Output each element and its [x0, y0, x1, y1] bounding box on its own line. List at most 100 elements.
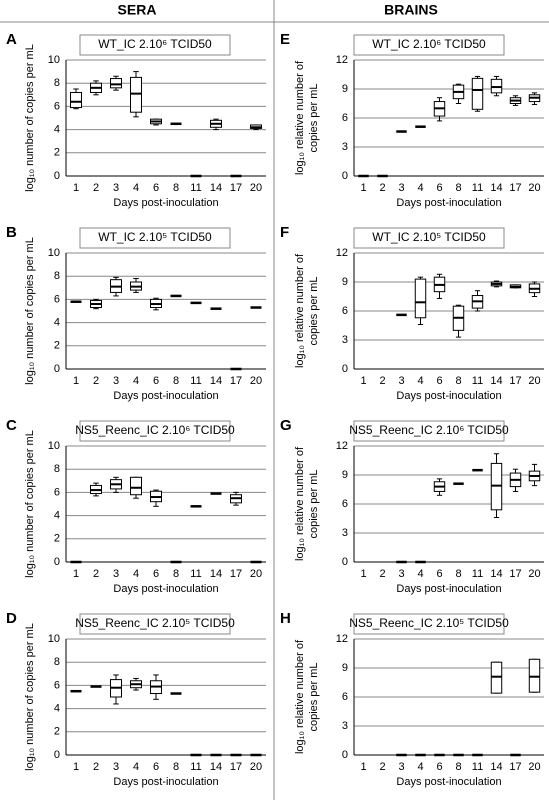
- x-tick-label: 14: [490, 375, 502, 387]
- x-tick-label: 4: [417, 568, 423, 580]
- y-axis-label: log₁₀ number of copies per mL: [24, 237, 36, 385]
- x-tick-label: 1: [73, 182, 79, 194]
- panel-title: NS5_Reenc_IC 2.10⁵ TCID50: [75, 616, 235, 630]
- y-tick-label: 6: [342, 691, 348, 703]
- x-tick-label: 14: [490, 568, 502, 580]
- y-tick-label: 2: [54, 340, 60, 352]
- x-axis-label: Days post-inoculation: [113, 197, 218, 209]
- x-tick-label: 2: [93, 568, 99, 580]
- x-tick-label: 20: [528, 761, 540, 773]
- x-tick-label: 1: [360, 182, 366, 194]
- x-tick-label: 20: [528, 182, 540, 194]
- x-tick-label: 3: [398, 761, 404, 773]
- y-tick-label: 10: [48, 247, 60, 259]
- title-box: [353, 34, 505, 56]
- panel-title: NS5_Reenc_IC 2.10⁵ TCID50: [349, 616, 509, 630]
- x-tick-label: 3: [113, 375, 119, 387]
- y-tick-label: 0: [54, 170, 60, 182]
- panel-title: NS5_Reenc_IC 2.10⁶ TCID50: [75, 423, 235, 437]
- y-tick-label: 6: [342, 498, 348, 510]
- y-axis-label: log₁₀ number of copies per mL: [24, 430, 36, 578]
- x-tick-label: 4: [133, 568, 139, 580]
- x-tick-label: 14: [490, 761, 502, 773]
- panel-letter: G: [280, 417, 292, 434]
- x-tick-label: 11: [190, 568, 201, 580]
- y-tick-label: 6: [54, 293, 60, 305]
- y-tick-label: 4: [54, 703, 60, 715]
- y-tick-label: 0: [54, 363, 60, 375]
- x-tick-label: 2: [379, 375, 385, 387]
- x-tick-label: 17: [509, 568, 521, 580]
- y-tick-label: 3: [342, 334, 348, 346]
- panel-letter: E: [280, 31, 290, 48]
- x-tick-label: 20: [250, 761, 262, 773]
- y-axis-label: log₁₀ number of copies per mL: [24, 623, 36, 771]
- x-tick-label: 20: [250, 182, 262, 194]
- y-tick-label: 4: [54, 124, 60, 136]
- x-tick-label: 1: [360, 375, 366, 387]
- y-tick-label: 0: [342, 556, 348, 568]
- x-tick-label: 1: [73, 761, 79, 773]
- x-tick-label: 14: [490, 182, 502, 194]
- x-tick-label: 8: [455, 375, 461, 387]
- x-tick-label: 17: [230, 375, 242, 387]
- box: [110, 78, 122, 89]
- panel-letter: A: [6, 31, 17, 48]
- x-tick-label: 8: [173, 568, 179, 580]
- x-axis-label: Days post-inoculation: [396, 197, 501, 209]
- y-tick-label: 9: [342, 662, 348, 674]
- y-tick-label: 8: [54, 463, 60, 475]
- x-tick-label: 11: [190, 375, 201, 387]
- x-tick-label: 17: [509, 182, 521, 194]
- panel-title: WT_IC 2.10⁵ TCID50: [98, 230, 212, 244]
- x-tick-label: 8: [455, 568, 461, 580]
- y-tick-label: 8: [54, 656, 60, 668]
- panel-title: NS5_Reenc_IC 2.10⁶ TCID50: [349, 423, 509, 437]
- x-tick-label: 2: [93, 182, 99, 194]
- x-tick-label: 17: [230, 568, 242, 580]
- y-axis-label: log₁₀ relative number of: [294, 446, 306, 561]
- x-tick-label: 8: [455, 182, 461, 194]
- x-tick-label: 2: [379, 182, 385, 194]
- y-tick-label: 12: [336, 247, 348, 259]
- x-tick-label: 11: [190, 761, 201, 773]
- y-tick-label: 4: [54, 317, 60, 329]
- box: [130, 76, 142, 113]
- x-tick-label: 17: [509, 375, 521, 387]
- x-tick-label: 8: [173, 375, 179, 387]
- x-tick-label: 3: [398, 568, 404, 580]
- y-tick-label: 2: [54, 147, 60, 159]
- y-tick-label: 10: [48, 440, 60, 452]
- box: [130, 476, 142, 496]
- x-tick-label: 4: [133, 375, 139, 387]
- y-tick-label: 8: [54, 77, 60, 89]
- x-axis-label: Days post-inoculation: [396, 776, 501, 788]
- x-tick-label: 4: [417, 761, 423, 773]
- x-tick-label: 14: [210, 568, 222, 580]
- x-tick-label: 6: [153, 568, 159, 580]
- panel-letter: H: [280, 610, 291, 627]
- x-axis-label: Days post-inoculation: [113, 583, 218, 595]
- x-tick-label: 6: [436, 182, 442, 194]
- x-tick-label: 3: [113, 568, 119, 580]
- y-tick-label: 8: [54, 270, 60, 282]
- x-tick-label: 8: [173, 182, 179, 194]
- x-tick-label: 1: [73, 568, 79, 580]
- x-tick-label: 3: [398, 375, 404, 387]
- y-tick-label: 3: [342, 527, 348, 539]
- y-tick-label: 3: [342, 141, 348, 153]
- title-box: [79, 34, 231, 56]
- panel-title: WT_IC 2.10⁶ TCID50: [98, 37, 212, 51]
- x-tick-label: 17: [509, 761, 521, 773]
- y-tick-label: 6: [54, 679, 60, 691]
- x-tick-label: 14: [210, 761, 222, 773]
- y-tick-label: 12: [336, 54, 348, 66]
- x-tick-label: 20: [250, 568, 262, 580]
- x-tick-label: 2: [379, 761, 385, 773]
- x-tick-label: 2: [379, 568, 385, 580]
- x-tick-label: 8: [455, 761, 461, 773]
- x-tick-label: 6: [153, 761, 159, 773]
- y-axis-label: log₁₀ relative number of: [294, 60, 306, 175]
- panel-letter: C: [6, 417, 17, 434]
